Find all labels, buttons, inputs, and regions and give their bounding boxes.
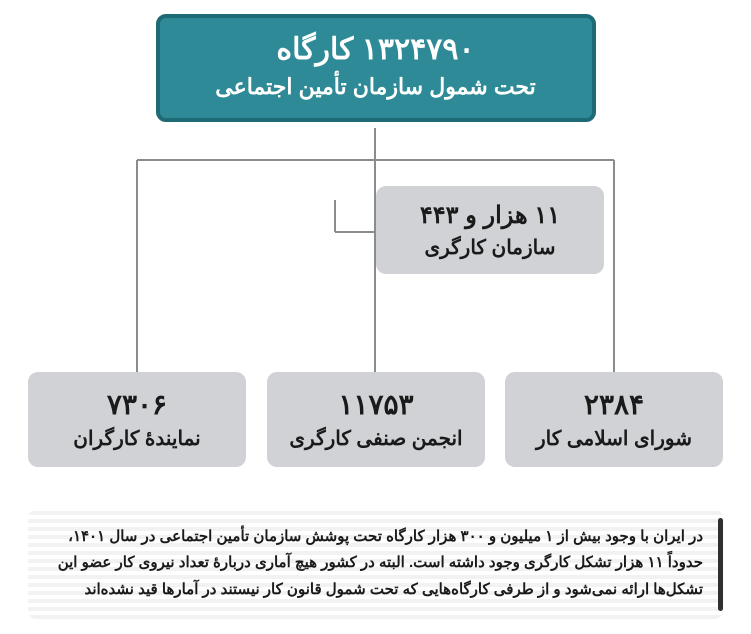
mid-title: ۱۱ هزار و ۴۴۳ [384,200,596,231]
leaf-subtitle: انجمن صنفی کارگری [275,426,477,451]
mid-subtitle: سازمان کارگری [384,235,596,260]
leaf-subtitle: شورای اسلامی کار [513,426,715,451]
leaf-node-left: ۷۳۰۶ نمایندۀ کارگران [28,372,246,467]
mid-node: ۱۱ هزار و ۴۴۳ سازمان کارگری [376,186,604,274]
leaf-title: ۷۳۰۶ [36,388,238,422]
footer-text: در ایران با وجود بیش از ۱ میلیون و ۳۰۰ ه… [42,524,703,603]
leaf-title: ۱۱۷۵۳ [275,388,477,422]
root-node: ۱۳۲۴۷۹۰ کارگاه تحت شمول سازمان تأمین اجت… [156,14,596,122]
root-subtitle: تحت شمول سازمان تأمین اجتماعی [170,74,582,100]
leaf-node-center: ۱۱۷۵۳ انجمن صنفی کارگری [267,372,485,467]
footer-accent-bar [718,518,723,611]
leaf-title: ۲۳۸۴ [513,388,715,422]
footer-note: در ایران با وجود بیش از ۱ میلیون و ۳۰۰ ه… [28,510,723,619]
root-title: ۱۳۲۴۷۹۰ کارگاه [170,32,582,68]
leaf-node-right: ۲۳۸۴ شورای اسلامی کار [505,372,723,467]
leaf-subtitle: نمایندۀ کارگران [36,426,238,451]
